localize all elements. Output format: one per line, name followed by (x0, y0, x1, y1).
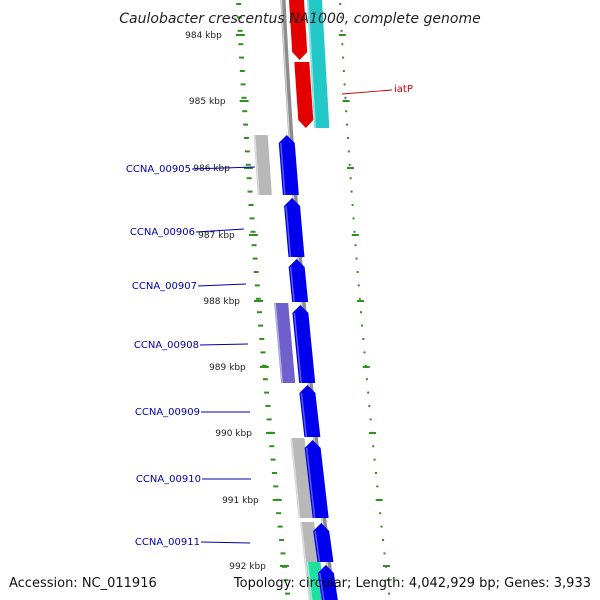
kbp-label: 992 kbp (229, 562, 266, 572)
blue-cds-arrow (299, 385, 321, 437)
gray-feature-block (290, 438, 313, 518)
blue-cds-arrow-shine (319, 572, 325, 600)
blue-cds-arrow-shine (305, 447, 316, 519)
blue-cds-arrow (317, 565, 338, 600)
gray-feature-block-shine (300, 521, 311, 600)
cyan-feature-block-shine (307, 0, 317, 129)
kbp-label: 988 kbp (203, 297, 240, 307)
gene-label-leader (341, 89, 393, 95)
gene-label: CCNA_00907 (132, 281, 197, 292)
gene-label: CCNA_00905 (126, 164, 191, 175)
kbp-label: 986 kbp (193, 164, 230, 174)
blue-cds-arrow (292, 305, 316, 383)
gene-label: CCNA_00906 (130, 227, 195, 238)
gray-feature-block-shine (254, 134, 260, 196)
purple-feature-block (274, 303, 296, 383)
topology-summary-text: Topology: circular; Length: 4,042,929 bp… (233, 576, 591, 591)
blue-cds-arrow-shine (300, 392, 308, 438)
gene-label-leader (197, 283, 247, 287)
gene-label-leader (191, 166, 256, 170)
gene-label: CCNA_00911 (135, 537, 200, 548)
blue-cds-arrow-shine (285, 205, 292, 258)
blue-cds-arrow-shine (314, 530, 321, 563)
map-title: Caulobacter crescentus NA1000, complete … (119, 11, 480, 27)
accession-text: Accession: NC_011916 (9, 576, 157, 591)
blue-cds-arrow-shine (289, 266, 295, 303)
kbp-label: 984 kbp (185, 31, 222, 41)
kbp-label: 985 kbp (189, 97, 226, 107)
gene-label: CCNA_00910 (136, 474, 201, 485)
blue-cds-arrow (284, 198, 305, 257)
blue-cds-arrow-shine (280, 142, 286, 196)
blue-cds-arrow (278, 135, 299, 195)
teal-feature-block-shine (306, 561, 313, 600)
gene-label: iatP (394, 84, 413, 95)
blue-cds-arrow (304, 440, 329, 518)
red-cds-arrow (289, 0, 308, 60)
blue-cds-arrow (288, 259, 309, 302)
gray-feature-block-shine (290, 437, 301, 519)
gene-label-leader (195, 228, 245, 233)
red-cds-arrow-iatp (294, 62, 314, 128)
kbp-label: 990 kbp (215, 429, 252, 439)
gene-label-leader (200, 541, 251, 544)
kbp-label: 989 kbp (209, 363, 246, 373)
blue-cds-arrow-shine (293, 312, 302, 384)
kbp-label: 987 kbp (198, 231, 235, 241)
gene-label: CCNA_00909 (135, 407, 200, 418)
cyan-feature-block (307, 0, 330, 128)
kbp-label: 991 kbp (222, 496, 259, 506)
gene-label-leader (199, 343, 249, 346)
gene-label: CCNA_00908 (134, 340, 199, 351)
purple-feature-block-shine (274, 302, 283, 384)
blue-cds-arrow (313, 523, 334, 562)
